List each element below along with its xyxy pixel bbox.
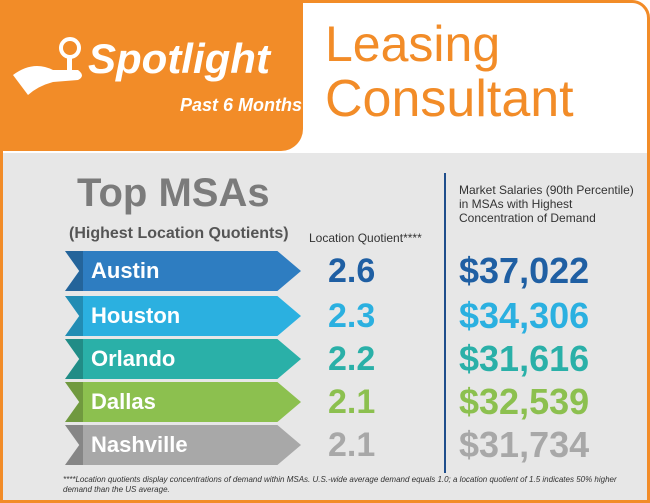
row-arrow (65, 339, 301, 379)
salary-header: Market Salaries (90th Percentile) in MSA… (459, 183, 634, 225)
salary: $31,616 (459, 338, 590, 379)
lq-header: Location Quotient**** (309, 231, 422, 245)
row-arrow (65, 251, 301, 291)
salary: $32,539 (459, 381, 590, 422)
divider (444, 173, 446, 473)
location-quotient: 2.3 (328, 297, 376, 335)
city-name: Austin (91, 258, 160, 283)
row-arrow (65, 382, 301, 422)
city-name: Houston (91, 303, 181, 328)
location-quotient: 2.2 (328, 340, 376, 378)
city-name: Nashville (91, 432, 188, 457)
row-arrow (65, 296, 301, 336)
badge-title: Spotlight (88, 35, 270, 82)
location-quotient: 2.6 (328, 252, 376, 290)
salary: $34,306 (459, 295, 590, 336)
badge-period: Past 6 Months (180, 95, 303, 115)
salary: $31,734 (459, 424, 590, 465)
title-line: Leasing (325, 16, 501, 72)
key-icon (13, 37, 82, 95)
location-quotient: 2.1 (328, 383, 376, 421)
city-name: Dallas (91, 389, 156, 414)
badge: Spotlight Past 6 Months (3, 3, 303, 151)
location-quotient: 2.1 (328, 426, 376, 464)
salary: $37,022 (459, 250, 590, 291)
city-name: Orlando (91, 346, 176, 371)
section-subtitle: (Highest Location Quotients) (69, 225, 289, 242)
row-arrow (65, 425, 301, 465)
section-title: Top MSAs (77, 171, 270, 215)
footnote: ****Location quotients display concentra… (63, 475, 617, 494)
title-line: Consultant (325, 70, 574, 128)
